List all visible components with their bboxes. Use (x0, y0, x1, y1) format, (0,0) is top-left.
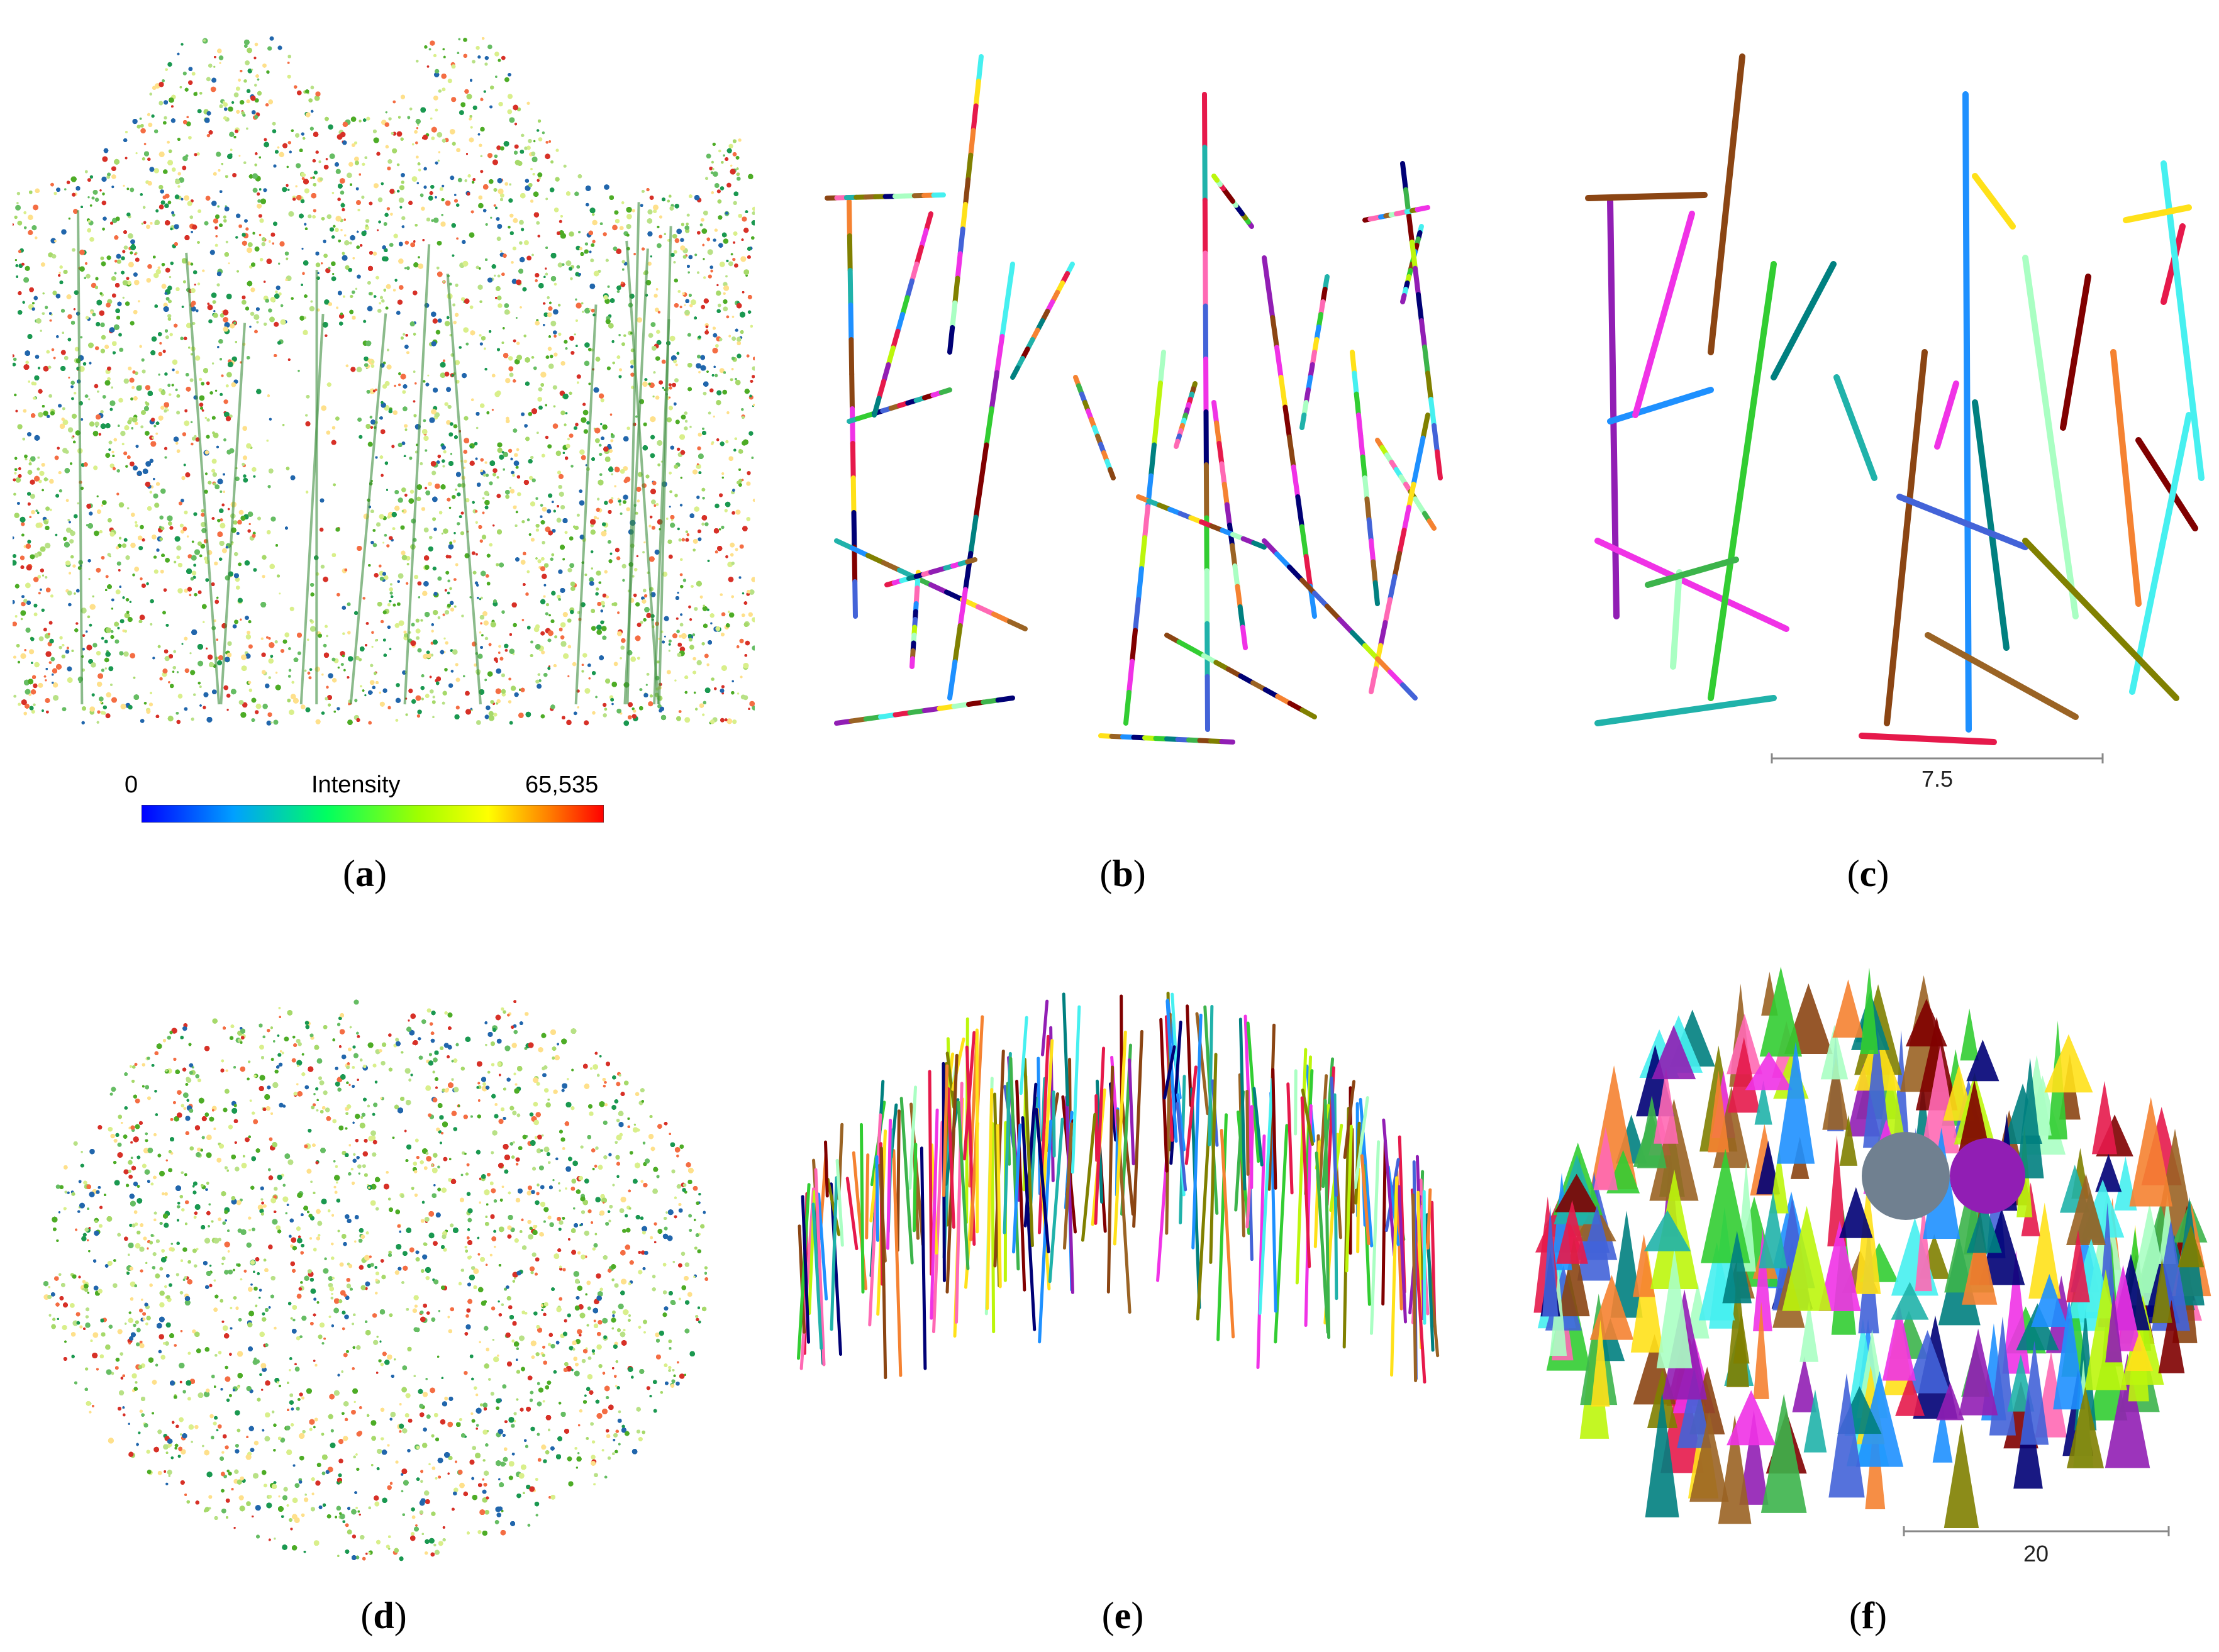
plot-stems-image (796, 991, 1440, 1384)
scalebar-f (1903, 1525, 2170, 1538)
colorbar-min-label: 0 (125, 772, 138, 799)
colorbar-title: Intensity (311, 772, 401, 799)
caption-b: (b) (1060, 852, 1186, 895)
caption-a: (a) (302, 852, 428, 895)
colorbar-max-label: 65,535 (525, 772, 598, 799)
stem-points-image (825, 54, 1443, 745)
scalebar-c (1771, 752, 2104, 765)
scalebar-c-label: 7.5 (1874, 766, 2000, 792)
scalebar-f-label: 20 (1973, 1541, 2099, 1567)
caption-d: (d) (321, 1594, 447, 1638)
caption-f: (f) (1805, 1594, 1931, 1638)
plot-intensity-cloud-image (43, 999, 708, 1561)
segmented-trees-image (1533, 967, 2211, 1528)
panel-f-segmented-trees (1528, 912, 2214, 1528)
panel-b-stem-points (824, 38, 1453, 773)
panel-d-plot-intensity-cloud (38, 937, 717, 1566)
caption-c: (c) (1805, 852, 1931, 895)
caption-e: (e) (1060, 1594, 1186, 1638)
segmented-stems-image (1585, 53, 2205, 745)
panel-c-segmented-stems (1585, 38, 2214, 773)
panel-a-intensity-cloud (13, 13, 755, 755)
intensity-point-cloud-image (13, 36, 755, 726)
colorbar (141, 804, 604, 823)
panel-e-plot-stems (774, 937, 1459, 1566)
